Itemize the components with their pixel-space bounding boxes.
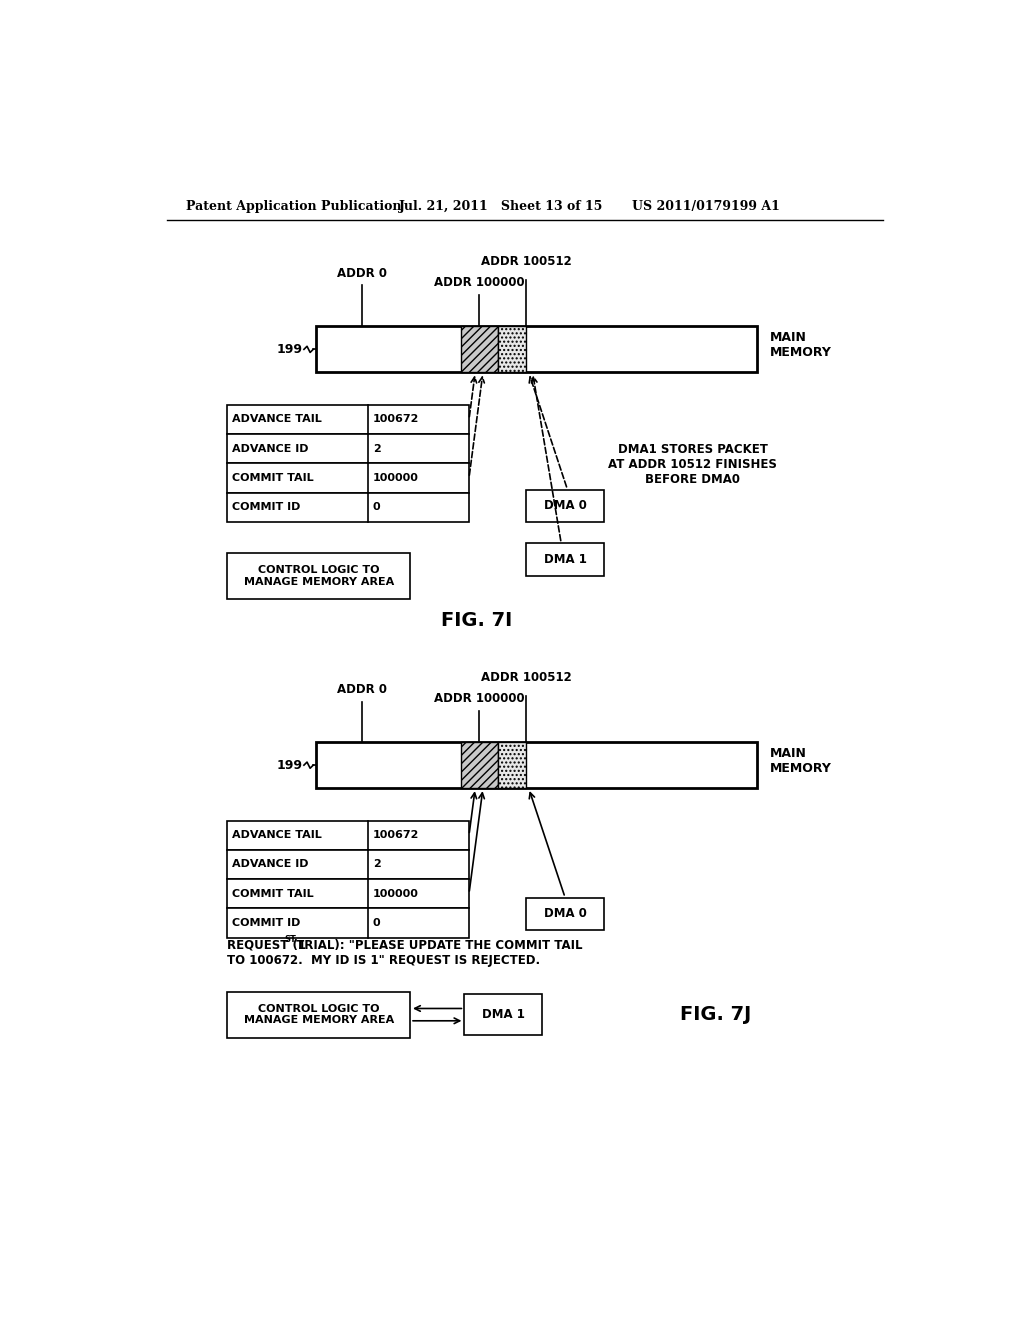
Text: Jul. 21, 2011   Sheet 13 of 15: Jul. 21, 2011 Sheet 13 of 15 — [399, 199, 603, 213]
Bar — [526, 544, 604, 576]
Text: MAIN
MEMORY: MAIN MEMORY — [770, 331, 831, 359]
Text: MAIN
MEMORY: MAIN MEMORY — [770, 747, 831, 775]
Text: ADDR 0: ADDR 0 — [337, 267, 387, 280]
Text: 100672: 100672 — [373, 414, 419, 425]
Text: ADVANCE TAIL: ADVANCE TAIL — [231, 414, 322, 425]
Text: TRIAL): "PLEASE UPDATE THE COMMIT TAIL: TRIAL): "PLEASE UPDATE THE COMMIT TAIL — [292, 939, 582, 952]
Text: DMA1 STORES PACKET
AT ADDR 10512 FINISHES
BEFORE DMA0: DMA1 STORES PACKET AT ADDR 10512 FINISHE… — [608, 444, 777, 486]
Bar — [227, 405, 469, 434]
Bar — [526, 490, 604, 521]
Bar — [461, 742, 499, 788]
Text: FIG. 7I: FIG. 7I — [441, 611, 512, 630]
Bar — [227, 463, 469, 492]
Bar — [227, 850, 469, 879]
Bar — [315, 742, 758, 788]
Text: 100000: 100000 — [373, 888, 419, 899]
Text: DMA 1: DMA 1 — [481, 1008, 524, 1022]
Text: 0: 0 — [373, 502, 381, 512]
Text: 199: 199 — [276, 759, 302, 772]
Text: DMA 0: DMA 0 — [544, 907, 587, 920]
Text: ADVANCE ID: ADVANCE ID — [231, 444, 308, 454]
Bar — [227, 492, 469, 521]
Text: ADDR 0: ADDR 0 — [337, 682, 387, 696]
Bar — [227, 553, 410, 599]
Bar — [227, 434, 469, 463]
Text: FIG. 7J: FIG. 7J — [680, 1005, 751, 1024]
Text: ADDR 100000: ADDR 100000 — [434, 276, 524, 289]
Text: COMMIT TAIL: COMMIT TAIL — [231, 888, 313, 899]
Text: ADVANCE TAIL: ADVANCE TAIL — [231, 830, 322, 841]
Text: 0: 0 — [373, 917, 381, 928]
Text: Patent Application Publication: Patent Application Publication — [186, 199, 401, 213]
Text: DMA 1: DMA 1 — [544, 553, 587, 566]
Text: CONTROL LOGIC TO
MANAGE MEMORY AREA: CONTROL LOGIC TO MANAGE MEMORY AREA — [244, 565, 394, 586]
Bar — [227, 821, 469, 850]
Text: ST: ST — [285, 936, 296, 944]
Bar — [227, 908, 469, 937]
Text: ADDR 100000: ADDR 100000 — [434, 692, 524, 705]
Text: US 2011/0179199 A1: US 2011/0179199 A1 — [632, 199, 779, 213]
Text: 2: 2 — [373, 859, 381, 870]
Bar — [227, 879, 469, 908]
Text: CONTROL LOGIC TO
MANAGE MEMORY AREA: CONTROL LOGIC TO MANAGE MEMORY AREA — [244, 1003, 394, 1026]
Text: ADDR 100512: ADDR 100512 — [481, 671, 571, 684]
Text: ADVANCE ID: ADVANCE ID — [231, 859, 308, 870]
Text: 199: 199 — [276, 343, 302, 356]
Text: COMMIT ID: COMMIT ID — [231, 917, 300, 928]
Text: COMMIT ID: COMMIT ID — [231, 502, 300, 512]
Text: REQUEST (1: REQUEST (1 — [227, 939, 306, 952]
Bar — [526, 898, 604, 929]
Text: DMA 0: DMA 0 — [544, 499, 587, 512]
Text: ADDR 100512: ADDR 100512 — [481, 255, 571, 268]
Bar — [464, 994, 542, 1035]
Bar — [461, 326, 499, 372]
Text: 2: 2 — [373, 444, 381, 454]
Text: 100000: 100000 — [373, 473, 419, 483]
Text: COMMIT TAIL: COMMIT TAIL — [231, 473, 313, 483]
Text: TO 100672.  MY ID IS 1" REQUEST IS REJECTED.: TO 100672. MY ID IS 1" REQUEST IS REJECT… — [227, 954, 541, 968]
Bar — [499, 326, 526, 372]
Text: 100672: 100672 — [373, 830, 419, 841]
Bar — [227, 991, 410, 1038]
Bar — [315, 326, 758, 372]
Bar — [499, 742, 526, 788]
